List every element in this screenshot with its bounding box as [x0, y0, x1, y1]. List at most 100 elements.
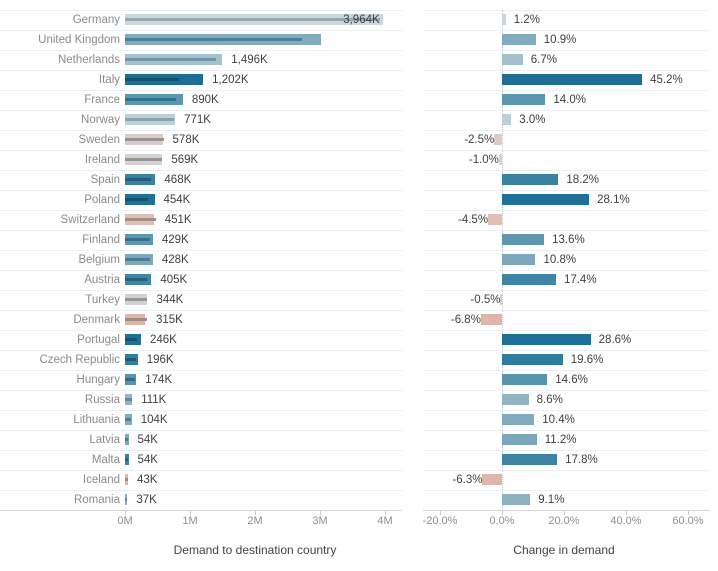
country-label: Hungary — [76, 374, 120, 386]
change-value-label: 18.2% — [566, 174, 600, 186]
change-bar[interactable] — [494, 134, 502, 145]
row-separator — [423, 450, 710, 451]
previous-demand-line — [125, 178, 151, 181]
change-bar[interactable] — [502, 274, 556, 285]
demand-panel: Demand to destination country 0M 1M 2M 3M 4M… — [0, 10, 402, 557]
country-label: Latvia — [89, 434, 120, 446]
demand-value-label: 174K — [145, 374, 173, 386]
country-label: Switzerland — [60, 214, 120, 226]
row-separator — [423, 10, 710, 11]
change-bar[interactable] — [502, 34, 536, 45]
change-bar[interactable] — [502, 114, 512, 125]
change-bar[interactable] — [502, 334, 591, 345]
axis-tick — [626, 511, 627, 515]
row-separator — [423, 270, 710, 271]
country-label: Austria — [84, 274, 120, 286]
demand-value-label: 315K — [155, 314, 183, 326]
change-bar[interactable] — [502, 494, 531, 505]
axis-title-demand: Demand to destination country — [173, 543, 337, 557]
row-separator — [423, 250, 710, 251]
row-separator — [423, 110, 710, 111]
previous-demand-line — [125, 58, 217, 61]
change-bar[interactable] — [502, 174, 559, 185]
change-bar[interactable] — [502, 414, 535, 425]
country-label: Sweden — [78, 134, 120, 146]
country-label: Malta — [91, 454, 120, 466]
demand-value-label: 104K — [140, 414, 168, 426]
change-value-label: 28.6% — [598, 334, 632, 346]
country-label: Denmark — [73, 314, 120, 326]
demand-value-label: 429K — [161, 234, 189, 246]
change-bar[interactable] — [502, 454, 558, 465]
row-separator — [0, 170, 402, 171]
row-separator — [0, 190, 402, 191]
change-bar[interactable] — [502, 74, 643, 85]
axis-line — [0, 510, 402, 511]
change-bar[interactable] — [480, 314, 502, 325]
demand-value-label: 771K — [184, 114, 211, 126]
country-label: France — [84, 94, 120, 106]
change-bar[interactable] — [502, 54, 523, 65]
row-separator — [423, 130, 710, 131]
row-separator — [423, 490, 710, 491]
row-separator — [423, 410, 710, 411]
change-bar[interactable] — [502, 234, 545, 245]
axis-tick-label: 0.0% — [489, 515, 515, 527]
country-label: Czech Republic — [39, 354, 120, 366]
row-separator — [0, 150, 402, 151]
change-bar[interactable] — [502, 254, 536, 265]
change-bar[interactable] — [502, 194, 590, 205]
country-label: Belgium — [78, 254, 120, 266]
change-bar[interactable] — [502, 434, 537, 445]
row-separator — [423, 90, 710, 91]
change-bar[interactable] — [502, 94, 546, 105]
country-label: Germany — [72, 14, 120, 26]
row-separator — [423, 350, 710, 351]
demand-value-label: 43K — [136, 474, 158, 486]
previous-demand-line — [125, 458, 128, 461]
previous-demand-line — [125, 438, 129, 441]
axis-tick — [320, 511, 321, 515]
row-separator — [0, 210, 402, 211]
previous-demand-line — [125, 118, 174, 121]
change-value-label: 28.1% — [597, 194, 630, 206]
row-separator — [0, 350, 402, 351]
change-bar[interactable] — [498, 154, 502, 165]
previous-demand-line — [125, 418, 132, 421]
change-value-label: 17.4% — [563, 274, 597, 286]
demand-value-label: 54K — [137, 454, 158, 466]
change-bar[interactable] — [502, 374, 548, 385]
row-separator — [423, 210, 710, 211]
change-value-label: 9.1% — [538, 494, 565, 506]
previous-demand-line — [125, 38, 302, 41]
row-separator — [423, 310, 710, 311]
demand-value-label: 196K — [146, 354, 174, 366]
change-bar[interactable] — [482, 474, 502, 485]
row-separator — [0, 110, 402, 111]
demand-value-label: 37K — [136, 494, 157, 506]
previous-demand-line — [125, 378, 135, 381]
demand-value-label: 344K — [156, 294, 184, 306]
change-bar[interactable] — [502, 354, 563, 365]
change-bar[interactable] — [488, 214, 502, 225]
country-label: Turkey — [85, 294, 120, 306]
change-bar[interactable] — [502, 14, 506, 25]
axis-tick-label: 2M — [247, 515, 263, 527]
axis-tick — [502, 511, 503, 515]
change-value-label: 10.9% — [543, 34, 577, 46]
change-bar[interactable] — [500, 294, 502, 305]
previous-demand-line — [125, 498, 128, 501]
axis-tick-label: -20.0% — [422, 515, 458, 527]
country-label: Finland — [82, 234, 120, 246]
demand-value-label: 578K — [172, 134, 200, 146]
row-separator — [423, 330, 710, 331]
row-separator — [0, 370, 402, 371]
previous-demand-line — [125, 358, 136, 361]
change-value-label: 19.6% — [570, 354, 604, 366]
row-separator — [423, 230, 710, 231]
change-value-label: 6.7% — [530, 54, 557, 66]
previous-demand-line — [125, 138, 164, 141]
demand-value-label: 454K — [163, 194, 191, 206]
row-separator — [0, 90, 402, 91]
change-bar[interactable] — [502, 394, 529, 405]
